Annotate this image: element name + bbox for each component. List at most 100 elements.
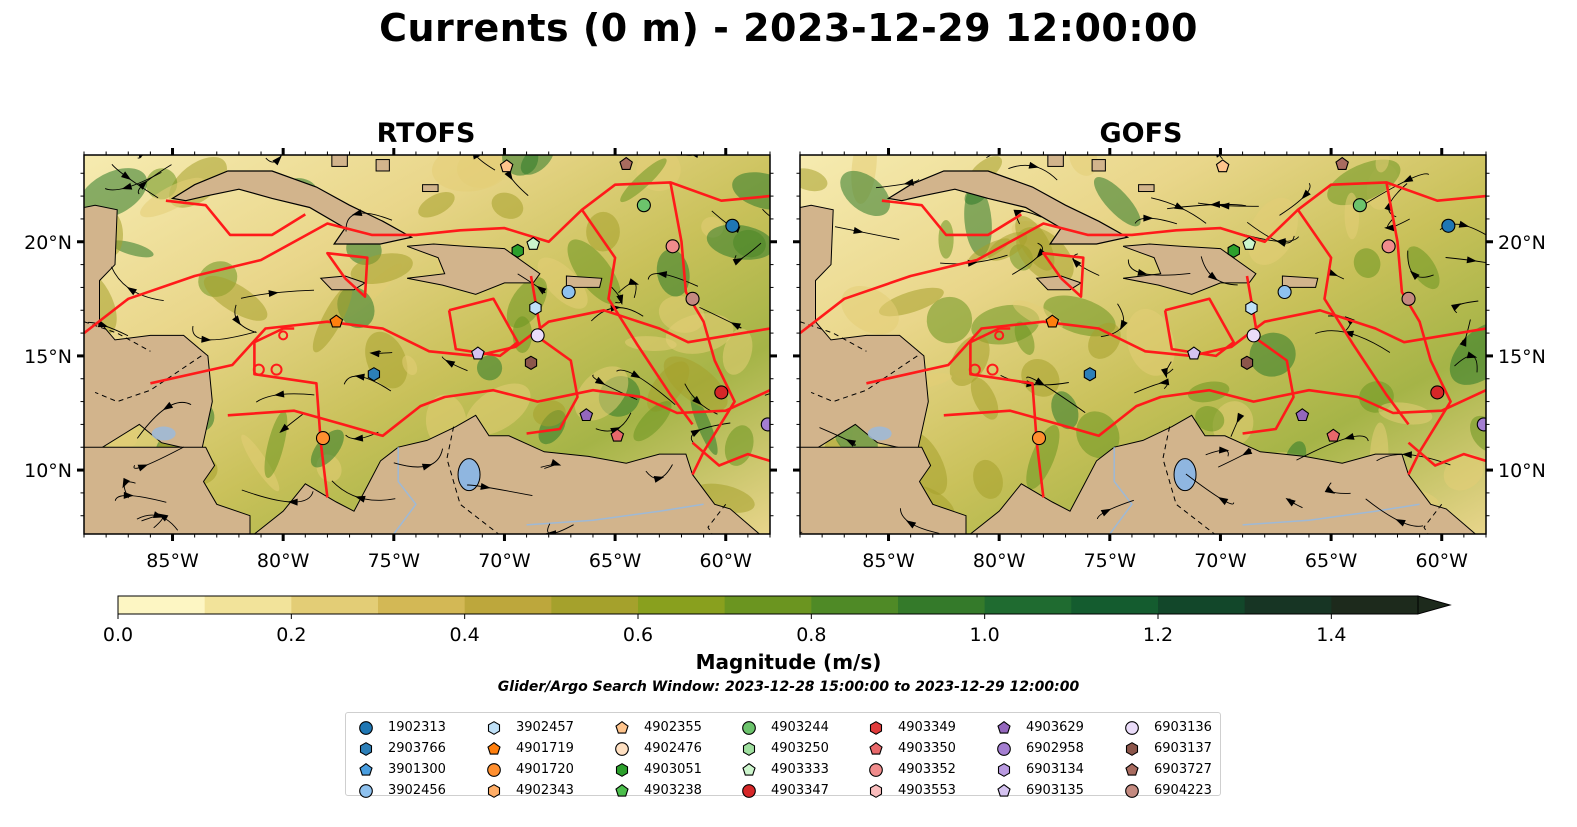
streamline-arrow bbox=[594, 376, 606, 385]
current-magnitude-patch bbox=[964, 185, 992, 257]
colorbar-frame bbox=[117, 595, 1418, 615]
streamline-arrow bbox=[1071, 258, 1082, 268]
colorbar-title: Magnitude (m/s) bbox=[695, 650, 882, 674]
land-cuba bbox=[886, 170, 1130, 245]
colorbar-bin bbox=[1071, 596, 1159, 614]
legend-item: 4903553 bbox=[868, 780, 956, 801]
current-magnitude-patch bbox=[476, 355, 503, 381]
legend-item: 6903727 bbox=[1124, 759, 1212, 780]
legend-marker-shape bbox=[615, 783, 629, 797]
eez-boundary bbox=[1163, 297, 1235, 358]
float-marker-4903352 bbox=[665, 239, 680, 254]
land-bahamas bbox=[1138, 184, 1155, 193]
streamline-arrow bbox=[480, 482, 491, 490]
legend-column: 6903136 6903137 6903727 6904223 bbox=[1124, 717, 1212, 801]
legend-item: 4902355 bbox=[614, 717, 702, 738]
streamline-arrow bbox=[1402, 174, 1414, 183]
current-magnitude-patch bbox=[968, 238, 1010, 264]
current-magnitude-patch bbox=[1187, 381, 1230, 403]
streamline-arrow bbox=[1160, 367, 1168, 379]
country-border bbox=[810, 355, 918, 403]
streamline-arrow bbox=[1241, 447, 1253, 456]
legend-label: 4902355 bbox=[644, 720, 702, 735]
legend-label: 3902456 bbox=[388, 783, 446, 798]
legend-label: 4903349 bbox=[898, 720, 956, 735]
search-window-text: Glider/Argo Search Window: 2023-12-28 15… bbox=[497, 679, 1080, 695]
current-magnitude-patch bbox=[656, 249, 690, 297]
eez-boundary bbox=[227, 388, 770, 438]
legend-label: 3901300 bbox=[388, 762, 446, 777]
lon-tick-label: 75°W bbox=[368, 550, 421, 572]
current-magnitude-patch bbox=[1026, 425, 1060, 490]
streamline bbox=[762, 208, 770, 217]
legend-item: 3902457 bbox=[486, 717, 574, 738]
streamline-arrow bbox=[1034, 377, 1046, 386]
legend-label: 6904223 bbox=[1154, 783, 1212, 798]
colorbar-bin bbox=[898, 596, 986, 614]
legend-marker-shape bbox=[997, 762, 1011, 777]
land-puerto-rico bbox=[565, 275, 603, 288]
streamline-arrow bbox=[853, 226, 864, 234]
legend-marker-circle-icon bbox=[1125, 720, 1139, 735]
legend-marker-shape bbox=[359, 741, 373, 756]
land-bahamas bbox=[1047, 155, 1064, 167]
legend-label: 4903352 bbox=[898, 762, 956, 777]
eez-boundary bbox=[580, 209, 694, 426]
legend-marker-pentagon-icon bbox=[487, 741, 501, 755]
legend-label: 4903553 bbox=[898, 783, 956, 798]
streamline bbox=[137, 155, 142, 159]
float-marker-4903333 bbox=[1242, 236, 1257, 250]
current-magnitude-patch bbox=[722, 328, 753, 375]
float-marker-4903051 bbox=[511, 243, 524, 259]
streamline-arrow bbox=[504, 170, 513, 181]
streamline-arrow bbox=[630, 370, 641, 379]
legend-item: 4903244 bbox=[741, 717, 829, 738]
streamline-arrow bbox=[1285, 497, 1296, 507]
current-magnitude-patch bbox=[506, 277, 548, 329]
legend-item: 6902958 bbox=[996, 738, 1084, 759]
lat-tick-label: 10°N bbox=[1498, 460, 1546, 482]
streamline bbox=[1218, 155, 1223, 160]
streamline-arrow bbox=[1207, 271, 1218, 281]
land-panama-costa-rica bbox=[84, 446, 251, 534]
colorbar-bin bbox=[551, 596, 639, 614]
legend-marker-shape bbox=[997, 741, 1011, 756]
streamline-arrow bbox=[1459, 336, 1467, 347]
legend-label: 4903238 bbox=[644, 783, 702, 798]
float-marker-4903244 bbox=[636, 198, 651, 213]
legend-label: 4903333 bbox=[771, 762, 829, 777]
lake-maracaibo bbox=[1173, 458, 1197, 492]
land-bahamas bbox=[331, 155, 348, 167]
current-magnitude-patch bbox=[938, 219, 954, 259]
legend-marker-pentagon-icon bbox=[997, 783, 1011, 797]
float-marker-4901719 bbox=[1045, 314, 1060, 328]
streamline-arrow bbox=[1451, 303, 1462, 312]
legend-item: 4901719 bbox=[486, 738, 574, 759]
colorbar-bin bbox=[638, 596, 726, 614]
legend-label: 4903250 bbox=[771, 741, 829, 756]
lon-tick-label: 70°W bbox=[1194, 550, 1247, 572]
colorbar-bin bbox=[724, 596, 812, 614]
legend-marker-circle-icon bbox=[359, 720, 373, 735]
legend-marker-circle-icon bbox=[487, 762, 501, 777]
current-magnitude-patch bbox=[574, 366, 629, 421]
float-marker-3902457 bbox=[1245, 300, 1258, 316]
lon-tick-label: 70°W bbox=[478, 550, 531, 572]
legend-item: 4903238 bbox=[614, 780, 702, 801]
streamline-arrow bbox=[369, 350, 380, 358]
legend-marker-shape bbox=[487, 762, 501, 777]
eez-boundary bbox=[943, 388, 1486, 438]
streamline-arrow bbox=[444, 359, 456, 368]
streamline bbox=[475, 155, 496, 171]
colorbar: 0.0 0.2 0.4 0.6 0.8 1.0 1.2 1.4 bbox=[103, 595, 1452, 646]
float-marker-6903727 bbox=[1335, 156, 1349, 170]
current-magnitude-patch bbox=[665, 313, 734, 354]
eez-boundary bbox=[278, 330, 289, 341]
streamline-arrow bbox=[157, 513, 169, 522]
legend-marker-shape bbox=[487, 720, 501, 735]
current-magnitude-patch bbox=[973, 459, 1003, 499]
eez-boundary bbox=[1407, 441, 1486, 467]
current-magnitude-patch bbox=[706, 224, 770, 260]
current-magnitude-patch bbox=[732, 172, 770, 210]
legend-label: 2903766 bbox=[388, 741, 446, 756]
